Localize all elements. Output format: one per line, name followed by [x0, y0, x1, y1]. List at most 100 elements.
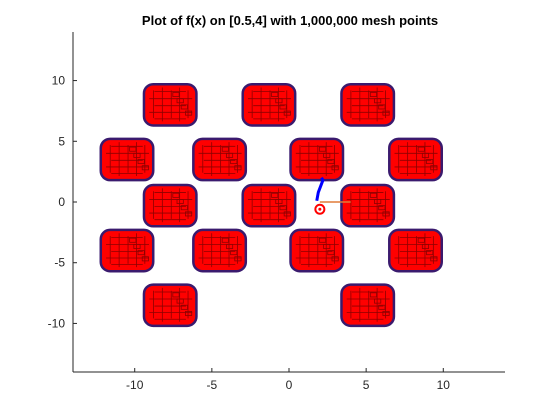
chart-title: Plot of f(x) on [0.5,4] with 1,000,000 m… [142, 13, 438, 28]
tile-7 [142, 183, 198, 228]
mesh-cell [225, 243, 234, 249]
tile-fill [99, 228, 155, 273]
tile-fill [289, 137, 345, 182]
tile-11 [192, 228, 248, 273]
mesh-cell [137, 159, 145, 165]
tile-fill [241, 183, 297, 228]
mesh-cell [172, 192, 180, 198]
mesh-cell [185, 311, 193, 316]
mesh-cell [426, 159, 434, 165]
mesh-cell [185, 110, 193, 116]
mesh-cell [331, 165, 339, 171]
mesh-cell [180, 304, 188, 310]
mesh-cell [417, 146, 425, 152]
mesh-cell [221, 237, 229, 243]
tile-fill [340, 82, 396, 127]
mesh-cell [369, 92, 378, 97]
tile-fill [99, 137, 155, 182]
mesh-cell [271, 192, 279, 198]
tile-fill [388, 228, 443, 273]
mesh-cell [327, 250, 335, 256]
mesh-cell [234, 256, 242, 262]
tile-12 [289, 228, 345, 273]
tile-mesh [295, 142, 339, 177]
mesh-cell [180, 104, 188, 110]
mesh-cell [230, 159, 238, 165]
tile-15 [340, 283, 396, 328]
mesh-cell [176, 298, 184, 304]
mesh-cell [129, 237, 137, 243]
mesh-cell [378, 205, 386, 211]
tile-fill [289, 228, 345, 273]
tile-8 [241, 183, 297, 228]
mesh-cell [221, 146, 229, 152]
mesh-cell [185, 211, 193, 217]
tile-fill [192, 228, 248, 273]
mesh-cell [133, 243, 141, 249]
mesh-cell [374, 98, 382, 104]
y-tick-label: 0 [58, 195, 65, 209]
y-tick-label: -5 [54, 256, 65, 270]
tile-mesh [149, 287, 193, 322]
tile-2 [340, 82, 396, 127]
mesh-cell [382, 211, 390, 217]
mesh-cell [275, 98, 283, 104]
tile-fill [340, 183, 396, 228]
mesh-cell [279, 104, 287, 110]
tile-mesh [394, 233, 438, 268]
mesh-cell [331, 256, 339, 262]
mesh-cell [275, 199, 283, 204]
tile-14 [142, 283, 198, 328]
mesh-cell [129, 146, 137, 152]
plot-contents [99, 82, 443, 328]
tile-fill [192, 137, 248, 182]
y-tick-label: 10 [52, 74, 66, 88]
tile-fill [142, 283, 198, 328]
plot-area [99, 82, 443, 328]
mesh-cell [369, 192, 378, 198]
mesh-cell [230, 250, 238, 256]
tile-mesh [247, 87, 291, 122]
mesh-cell [323, 152, 331, 158]
x-tick-label: 5 [363, 378, 370, 392]
mesh-cell [172, 92, 180, 97]
mesh-cell [271, 92, 279, 97]
mesh-cell [323, 243, 331, 249]
tile-mesh [394, 142, 438, 177]
x-tick-label: 10 [437, 378, 451, 392]
mesh-cell [318, 237, 327, 243]
tile-fill [340, 283, 396, 328]
tile-1 [241, 82, 297, 127]
mesh-cell [180, 205, 188, 211]
x-axis: -10 -5 0 5 10 [73, 368, 505, 392]
tile-mesh [247, 188, 291, 223]
tile-mesh [149, 188, 193, 223]
mesh-cell [369, 292, 378, 298]
mesh-cell [318, 146, 327, 152]
mesh-cell [283, 211, 291, 217]
mesh-cell [133, 152, 141, 158]
mesh-cell [279, 205, 287, 211]
tile-mesh [149, 87, 193, 122]
red-marker-dot [318, 207, 322, 211]
mesh-cell [421, 243, 430, 249]
mesh-cell [137, 250, 145, 256]
y-tick-label: 5 [58, 134, 65, 148]
mesh-cell [283, 110, 291, 116]
x-tick-label: -10 [126, 378, 144, 392]
tile-mesh [346, 287, 390, 322]
mesh-cell [327, 159, 335, 165]
tile-3 [99, 137, 155, 182]
mesh-cell [374, 199, 382, 204]
mesh-cell [382, 110, 390, 116]
mesh-cell [426, 250, 434, 256]
tile-mesh [106, 233, 150, 268]
mesh-cell [172, 292, 180, 298]
tile-13 [388, 228, 443, 273]
mesh-cell [417, 237, 425, 243]
tile-mesh [295, 233, 339, 268]
mesh-cell [430, 256, 438, 262]
tile-fill [142, 82, 198, 127]
tile-10 [99, 228, 155, 273]
